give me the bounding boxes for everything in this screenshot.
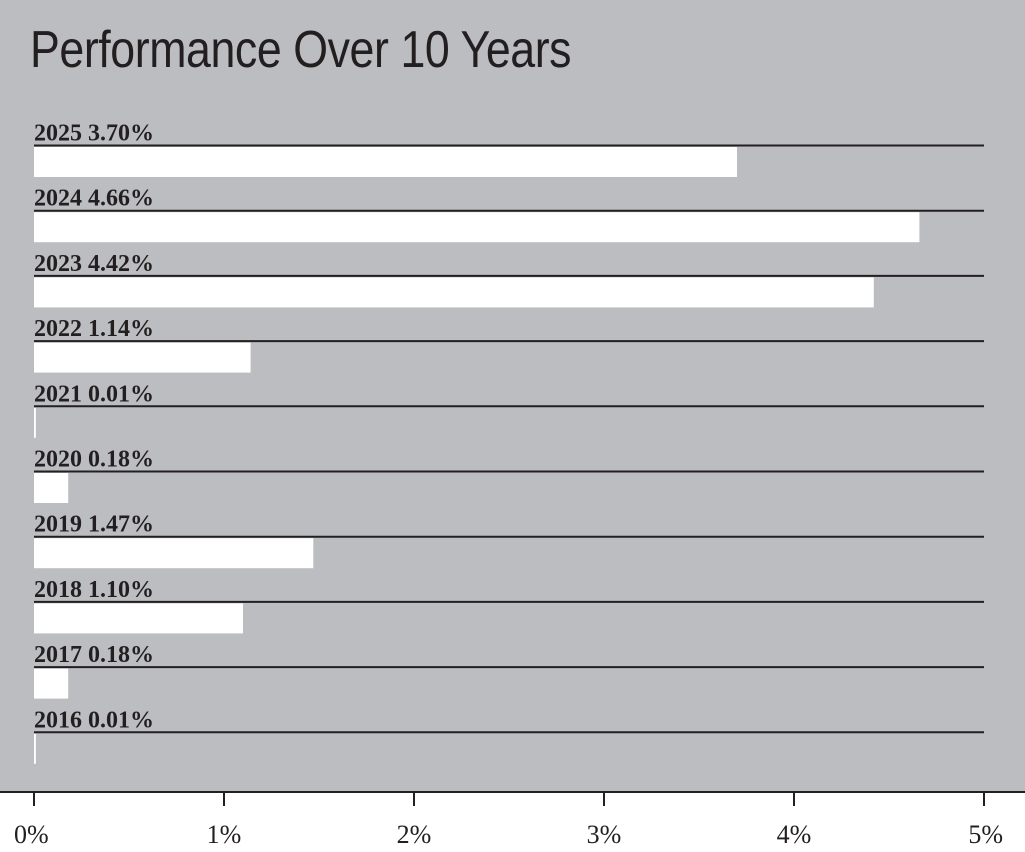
data-label-2017: 2017 0.18%: [34, 642, 154, 668]
data-label-2020: 2020 0.18%: [34, 447, 154, 473]
x-tick-label-2: 2%: [397, 820, 432, 849]
x-tick-label-4: 4%: [777, 820, 812, 849]
bar-2020: [34, 473, 69, 503]
chart-panel: [0, 0, 1025, 792]
bar-2016: [34, 733, 36, 764]
data-label-2022: 2022 1.14%: [34, 316, 154, 342]
x-axis: 0% 1% 2% 3% 4% 5%: [0, 791, 1025, 849]
bar-2022: [34, 342, 251, 373]
data-label-2021: 2021 0.01%: [34, 381, 154, 407]
chart-title: Performance Over 10 Years: [30, 21, 572, 79]
x-tick-label-0: 0%: [14, 820, 49, 849]
data-label-2018: 2018 1.10%: [34, 577, 154, 603]
rules-layer: [34, 144, 984, 734]
x-tick-label-5: 5%: [968, 820, 1003, 849]
bar-2017: [34, 668, 69, 699]
x-tick-label-1: 1%: [207, 820, 242, 849]
bar-2021: [34, 407, 36, 438]
bar-2019: [34, 538, 314, 569]
data-label-2016: 2016 0.01%: [34, 707, 154, 733]
data-label-2025: 2025 3.70%: [34, 121, 154, 147]
bar-2024: [34, 212, 920, 243]
data-label-2023: 2023 4.42%: [34, 251, 154, 277]
data-label-2019: 2019 1.47%: [34, 512, 154, 538]
x-tick-label-3: 3%: [587, 820, 622, 849]
bar-2023: [34, 277, 874, 308]
labels-layer: 2025 3.70% 2024 4.66% 2023 4.42% 2022 1.14%…: [34, 121, 154, 734]
bars-layer: [34, 147, 920, 764]
data-label-2024: 2024 4.66%: [34, 186, 154, 212]
bar-2018: [34, 603, 243, 634]
bar-2025: [34, 147, 737, 177]
